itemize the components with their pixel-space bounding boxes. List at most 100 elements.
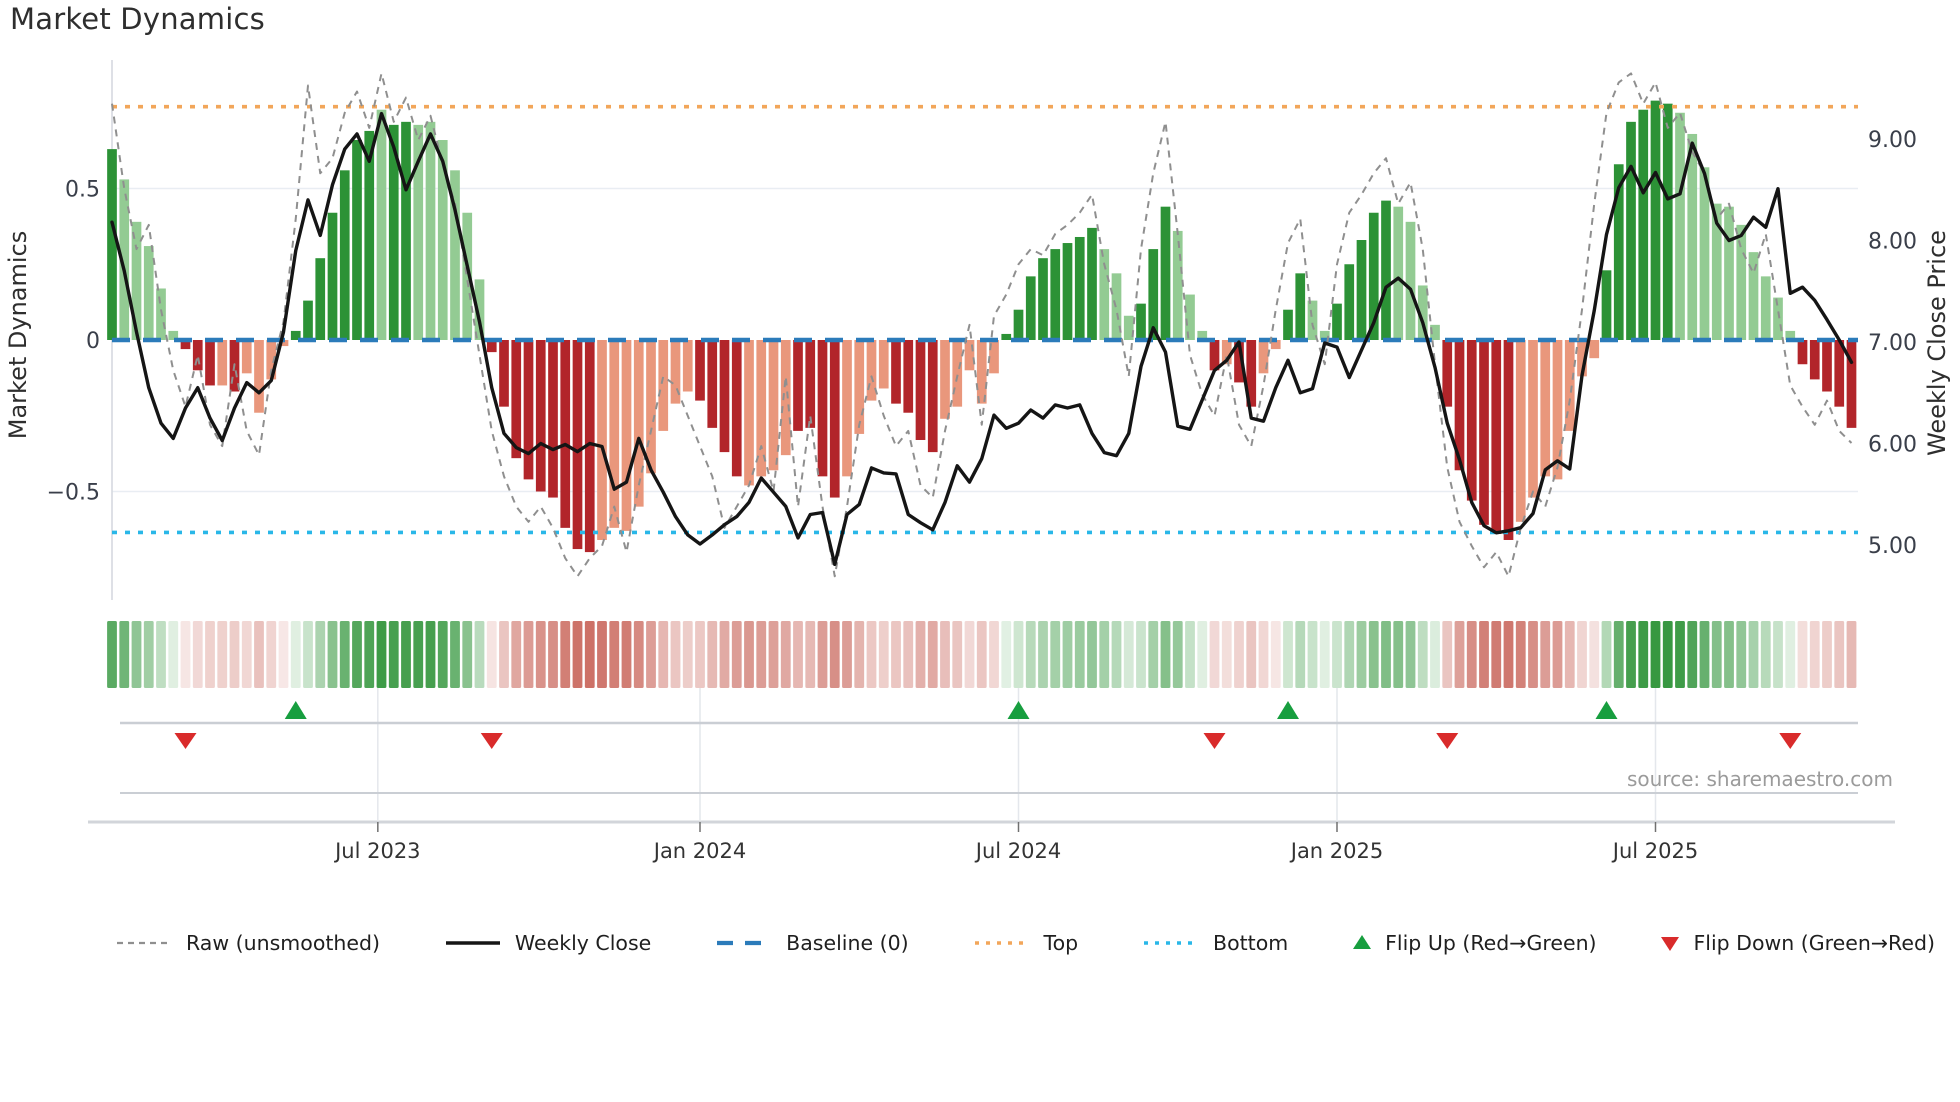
heatmap-cell (744, 621, 754, 688)
oscillator-bar (450, 170, 460, 340)
oscillator-bar (682, 340, 693, 392)
heatmap-cell (695, 621, 705, 688)
source-text: source: sharemaestro.com (1627, 767, 1893, 791)
heatmap-cell (670, 621, 681, 688)
heatmap-cell (1650, 621, 1661, 688)
heatmap-cell (989, 621, 999, 688)
oscillator-bar (1025, 276, 1036, 340)
heatmap-cell (1515, 621, 1526, 688)
oscillator-bar (278, 340, 289, 347)
heatmap-cell (339, 621, 350, 688)
oscillator-bar (756, 340, 767, 477)
heatmap-cell (131, 621, 142, 688)
oscillator-bar (1675, 112, 1685, 340)
heatmap-cell (1846, 621, 1857, 688)
heatmap-cell (1393, 621, 1404, 688)
heatmap-cell (793, 621, 803, 688)
oscillator-bar (1246, 340, 1257, 407)
oscillator-bar (719, 340, 730, 453)
oscillator-bar (1589, 340, 1600, 359)
heatmap-cell (1074, 621, 1085, 688)
oscillator-bar (744, 340, 754, 486)
heatmap-cell (719, 621, 730, 688)
legend-label: Flip Up (Red→Green) (1385, 931, 1597, 955)
oscillator-bar (107, 149, 117, 340)
flip-down-marker (1203, 733, 1226, 749)
right-axis-tick-label: 6.00 (1868, 433, 1917, 458)
legend-item-tri-down: Flip Down (Green→Red) (1660, 931, 1935, 955)
oscillator-bar (327, 212, 338, 340)
oscillator-bar (474, 279, 485, 340)
heatmap-cell (1001, 621, 1012, 688)
oscillator-bar (1283, 309, 1293, 340)
oscillator-bar (1038, 258, 1048, 340)
flip-up-marker (284, 701, 307, 719)
heatmap-cell (1258, 621, 1269, 688)
oscillator-bar (1454, 340, 1465, 471)
oscillator-bar (1503, 340, 1514, 540)
oscillator-bar (376, 109, 387, 340)
heatmap-cell (1552, 621, 1563, 688)
oscillator-bar (1393, 206, 1404, 340)
oscillator-bar (1479, 340, 1489, 525)
heatmap-cell (658, 621, 669, 688)
heatmap-cell (584, 621, 595, 688)
heatmap-cell (646, 621, 656, 688)
heatmap-cell (1577, 621, 1587, 688)
oscillator-bar (1050, 249, 1061, 340)
oscillator-bar (266, 340, 277, 380)
heatmap-cell (878, 621, 889, 688)
oscillator-bar (1332, 303, 1342, 340)
heatmap-cell (1295, 621, 1306, 688)
heatmap-cell (1430, 621, 1440, 688)
heatmap-cell (486, 621, 497, 688)
oscillator-bar (1087, 227, 1097, 340)
legend-label: Top (1043, 931, 1079, 955)
heatmap-cell (1209, 621, 1220, 688)
heatmap-cell (1442, 621, 1453, 688)
oscillator-bar (1258, 340, 1269, 374)
oscillator-bar (254, 340, 264, 413)
heatmap-cell (1638, 621, 1649, 688)
oscillator-bar (1356, 240, 1367, 340)
flip-down-marker (480, 733, 503, 749)
heatmap-cell (1123, 621, 1134, 688)
oscillator-bar (1699, 167, 1710, 340)
heatmap-cell (1368, 621, 1379, 688)
oscillator-bar (1809, 340, 1820, 380)
oscillator-bar (560, 340, 571, 528)
heatmap-cell (1675, 621, 1685, 688)
heatmap-cell (1038, 621, 1048, 688)
heatmap-cell (376, 621, 387, 688)
bottom-band-swatch (1144, 941, 1195, 945)
heatmap-cell (915, 621, 926, 688)
heatmap-cell (1344, 621, 1355, 688)
heatmap-cell (1564, 621, 1575, 688)
oscillator-bar (793, 340, 803, 431)
heatmap-cell (1491, 621, 1502, 688)
heatmap-cell (1797, 621, 1808, 688)
oscillator-bar (1785, 330, 1796, 340)
oscillator-bar (1724, 206, 1734, 340)
oscillator-bar (866, 340, 877, 401)
heatmap-cell (1332, 621, 1342, 688)
heatmap-cell (1319, 621, 1330, 688)
heatmap-cell (401, 621, 411, 688)
heatmap-cell (1834, 621, 1845, 688)
legend-item-tri-up: Flip Up (Red→Green) (1352, 931, 1597, 955)
oscillator-bar (1760, 276, 1771, 340)
x-axis-tick-label: Jul 2024 (974, 839, 1061, 863)
oscillator-bar (1662, 103, 1673, 340)
legend-item-dot-cyan: Bottom (1142, 931, 1288, 955)
oscillator-bar (1099, 249, 1110, 340)
oscillator-bar (1442, 340, 1453, 407)
heatmap-cell (107, 621, 117, 688)
oscillator-bar (903, 340, 914, 413)
heatmap-cell (1172, 621, 1183, 688)
oscillator-bar (842, 340, 852, 477)
oscillator-bar (168, 330, 179, 340)
legend-item-dash-gray: Raw (unsmoothed) (115, 931, 380, 955)
oscillator-bar (143, 246, 154, 340)
